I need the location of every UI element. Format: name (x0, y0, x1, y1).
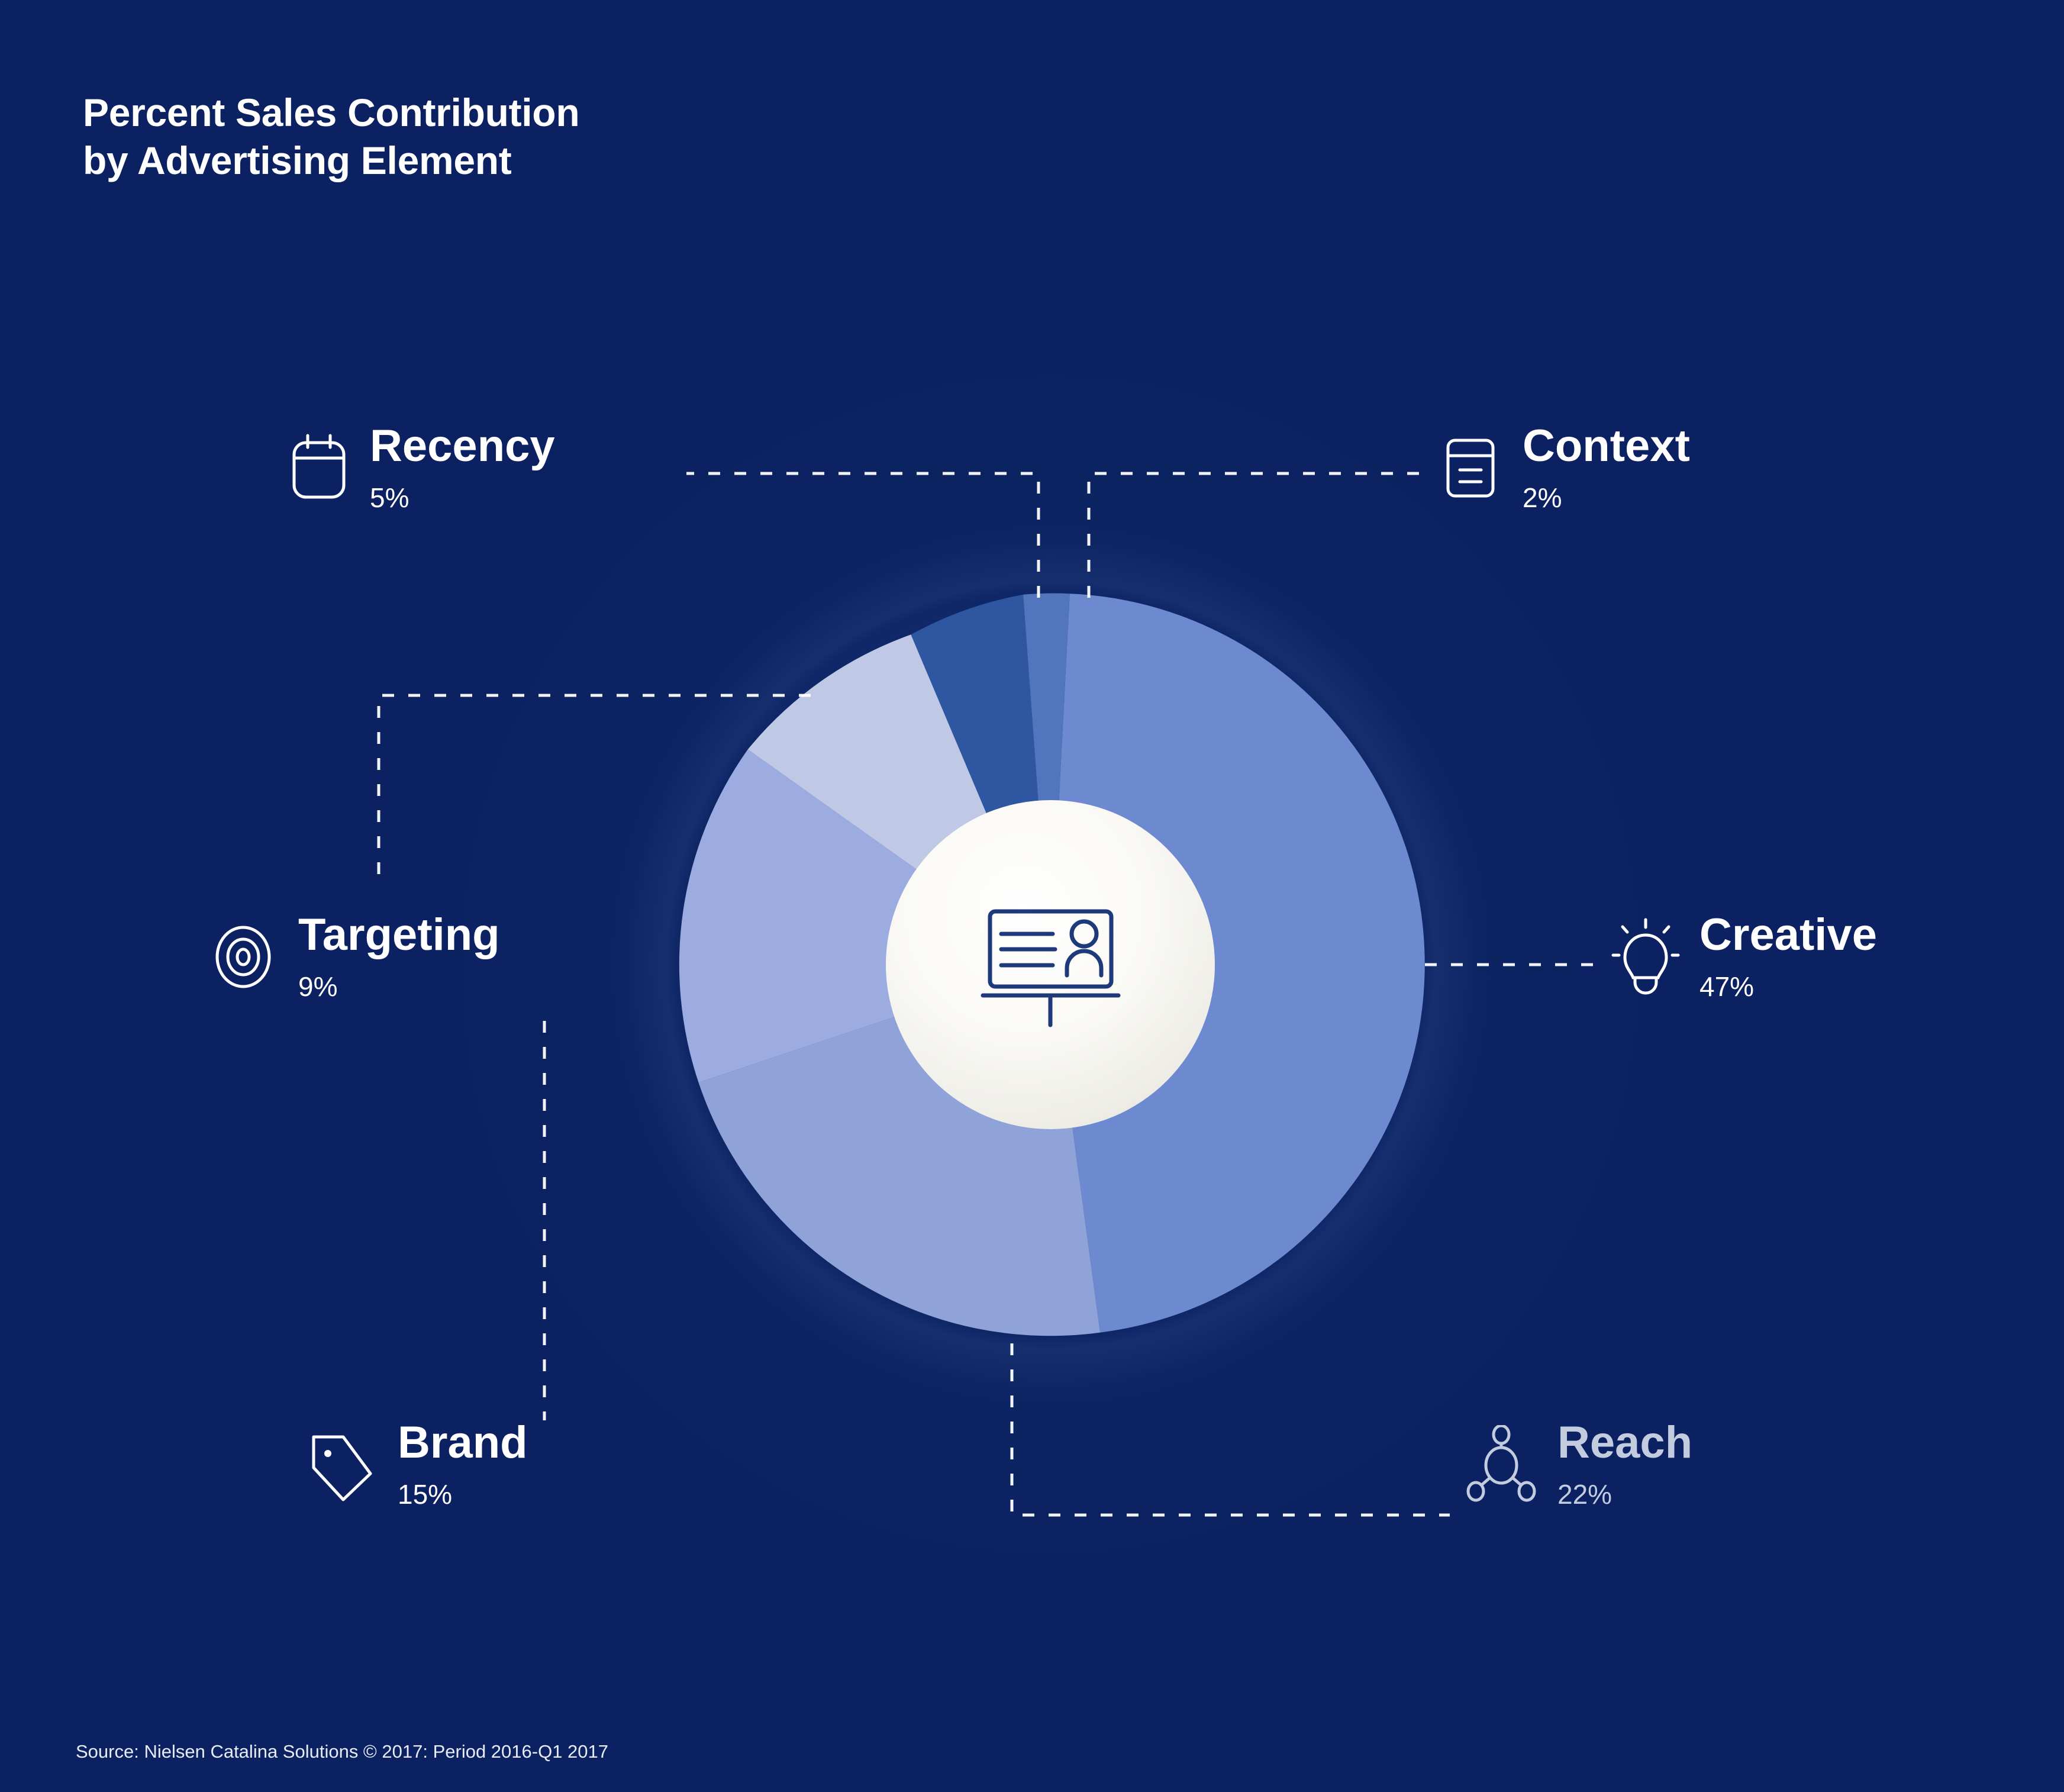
label-recency-name: Recency (370, 421, 555, 471)
presentation-board-icon (981, 909, 1121, 1027)
label-context-name: Context (1523, 421, 1690, 471)
leader-line-context (1087, 472, 1426, 598)
lightbulb-icon (1611, 916, 1681, 998)
label-brand-name: Brand (398, 1417, 528, 1468)
label-creative-text: Creative 47% (1699, 910, 1877, 1002)
document-icon (1442, 433, 1499, 506)
label-recency[interactable]: Recency 5% (288, 424, 555, 511)
pie-slice-creative[interactable] (1050, 594, 1425, 1333)
label-recency-text: Recency 5% (370, 421, 555, 513)
label-context-text: Context 2% (1523, 421, 1690, 513)
label-brand-text: Brand 15% (398, 1417, 528, 1510)
page-title: Percent Sales Contribution by Advertisin… (83, 89, 580, 184)
label-targeting[interactable]: Targeting 9% (212, 913, 500, 1000)
page-title-line-2: by Advertising Element (83, 138, 512, 182)
network-node-icon (1466, 1424, 1536, 1509)
pie-slice-context[interactable] (1023, 593, 1070, 965)
pie-slices (679, 593, 1425, 1336)
label-context[interactable]: Context 2% (1442, 424, 1690, 511)
bullseye-icon (212, 922, 275, 995)
label-reach-text: Reach 22% (1557, 1417, 1693, 1510)
label-creative-percent: 47% (1699, 971, 1755, 1002)
label-reach-percent: 22% (1557, 1479, 1612, 1510)
leader-line-reach (1010, 1343, 1450, 1517)
leader-line-recency (686, 472, 1040, 598)
calendar-icon (288, 432, 350, 505)
price-tag-icon (307, 1429, 376, 1507)
page-title-line-1: Percent Sales Contribution (83, 91, 580, 134)
label-creative[interactable]: Creative 47% (1611, 913, 1877, 1000)
label-creative-name: Creative (1699, 910, 1877, 960)
label-targeting-name: Targeting (298, 910, 500, 960)
label-brand-percent: 15% (398, 1479, 453, 1510)
source-footnote: Source: Nielsen Catalina Solutions © 201… (76, 1741, 609, 1762)
leader-lines (377, 472, 1598, 1517)
label-targeting-text: Targeting 9% (298, 910, 500, 1002)
label-targeting-percent: 9% (298, 971, 338, 1002)
label-brand[interactable]: Brand 15% (307, 1420, 528, 1508)
label-context-percent: 2% (1523, 482, 1562, 513)
pie-slice-brand[interactable] (679, 749, 1050, 1083)
label-reach-name: Reach (1557, 1417, 1693, 1468)
label-recency-percent: 5% (370, 482, 409, 513)
label-reach[interactable]: Reach 22% (1466, 1420, 1692, 1509)
